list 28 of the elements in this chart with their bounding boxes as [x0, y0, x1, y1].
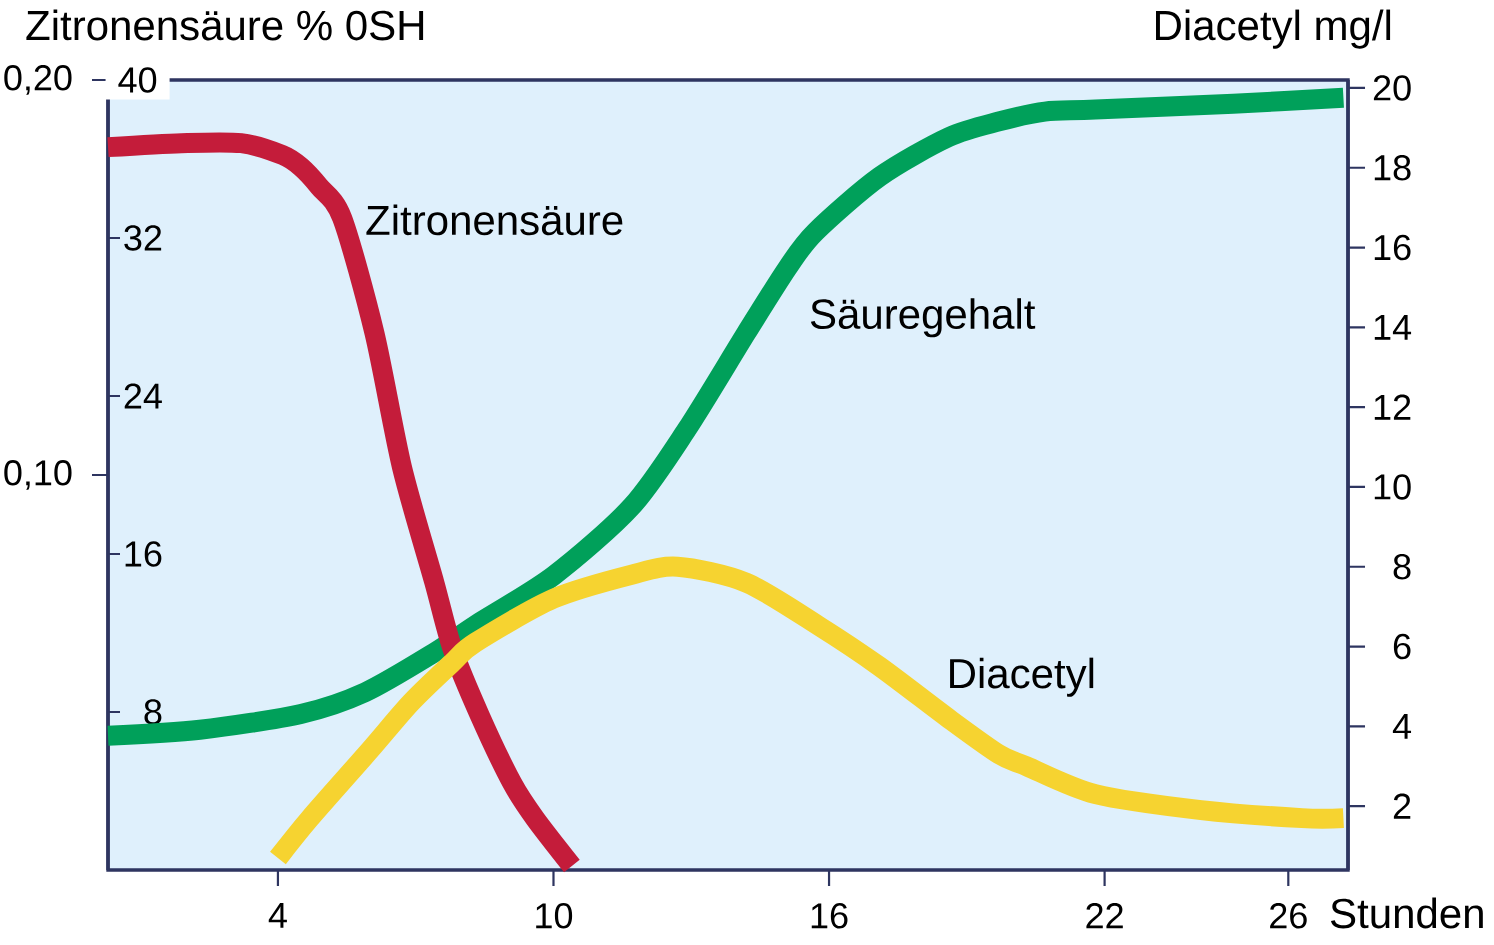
x-tick-label: 4: [268, 903, 287, 928]
y-tick-label: 0,20: [4, 65, 72, 95]
y2-tick-label: 6: [1393, 633, 1411, 660]
y-tick-label: 0,10: [4, 460, 72, 490]
series-label: Säuregehalt: [810, 298, 1036, 338]
y3-tick-label: 16: [125, 541, 162, 567]
x-tick-label: 10: [536, 903, 573, 929]
y2-tick-label: 12: [1374, 394, 1411, 420]
y2-tick-label: 16: [1374, 234, 1411, 261]
y3-tick-label: 32: [124, 225, 162, 251]
y2-tick-label: 20: [1373, 75, 1411, 101]
y2-tick-label: 2: [1393, 793, 1411, 819]
y2-tick-label: 4: [1392, 713, 1412, 739]
x-tick-label: 16: [811, 903, 848, 929]
x-axis-title: Stunden: [1330, 897, 1483, 929]
x-tick-label: 26: [1270, 903, 1307, 929]
y3-tick-label: 8: [144, 699, 162, 725]
y2-tick-label: 14: [1374, 314, 1412, 340]
y3-tick-label: 24: [124, 383, 162, 409]
y2-tick-label: 18: [1374, 155, 1411, 181]
y3-tick-label: 40: [118, 67, 157, 93]
y-axis-title: Zitronensäure % 0SH: [26, 9, 424, 41]
y2-tick-label: 8: [1393, 553, 1411, 580]
y2-axis-title: Diacetyl mg/l: [1156, 9, 1391, 49]
series-label: Diacetyl: [950, 657, 1094, 697]
y2-tick-label: 10: [1374, 474, 1411, 500]
x-tick-label: 22: [1086, 903, 1123, 929]
series-label: Zitronensäure: [366, 204, 623, 236]
